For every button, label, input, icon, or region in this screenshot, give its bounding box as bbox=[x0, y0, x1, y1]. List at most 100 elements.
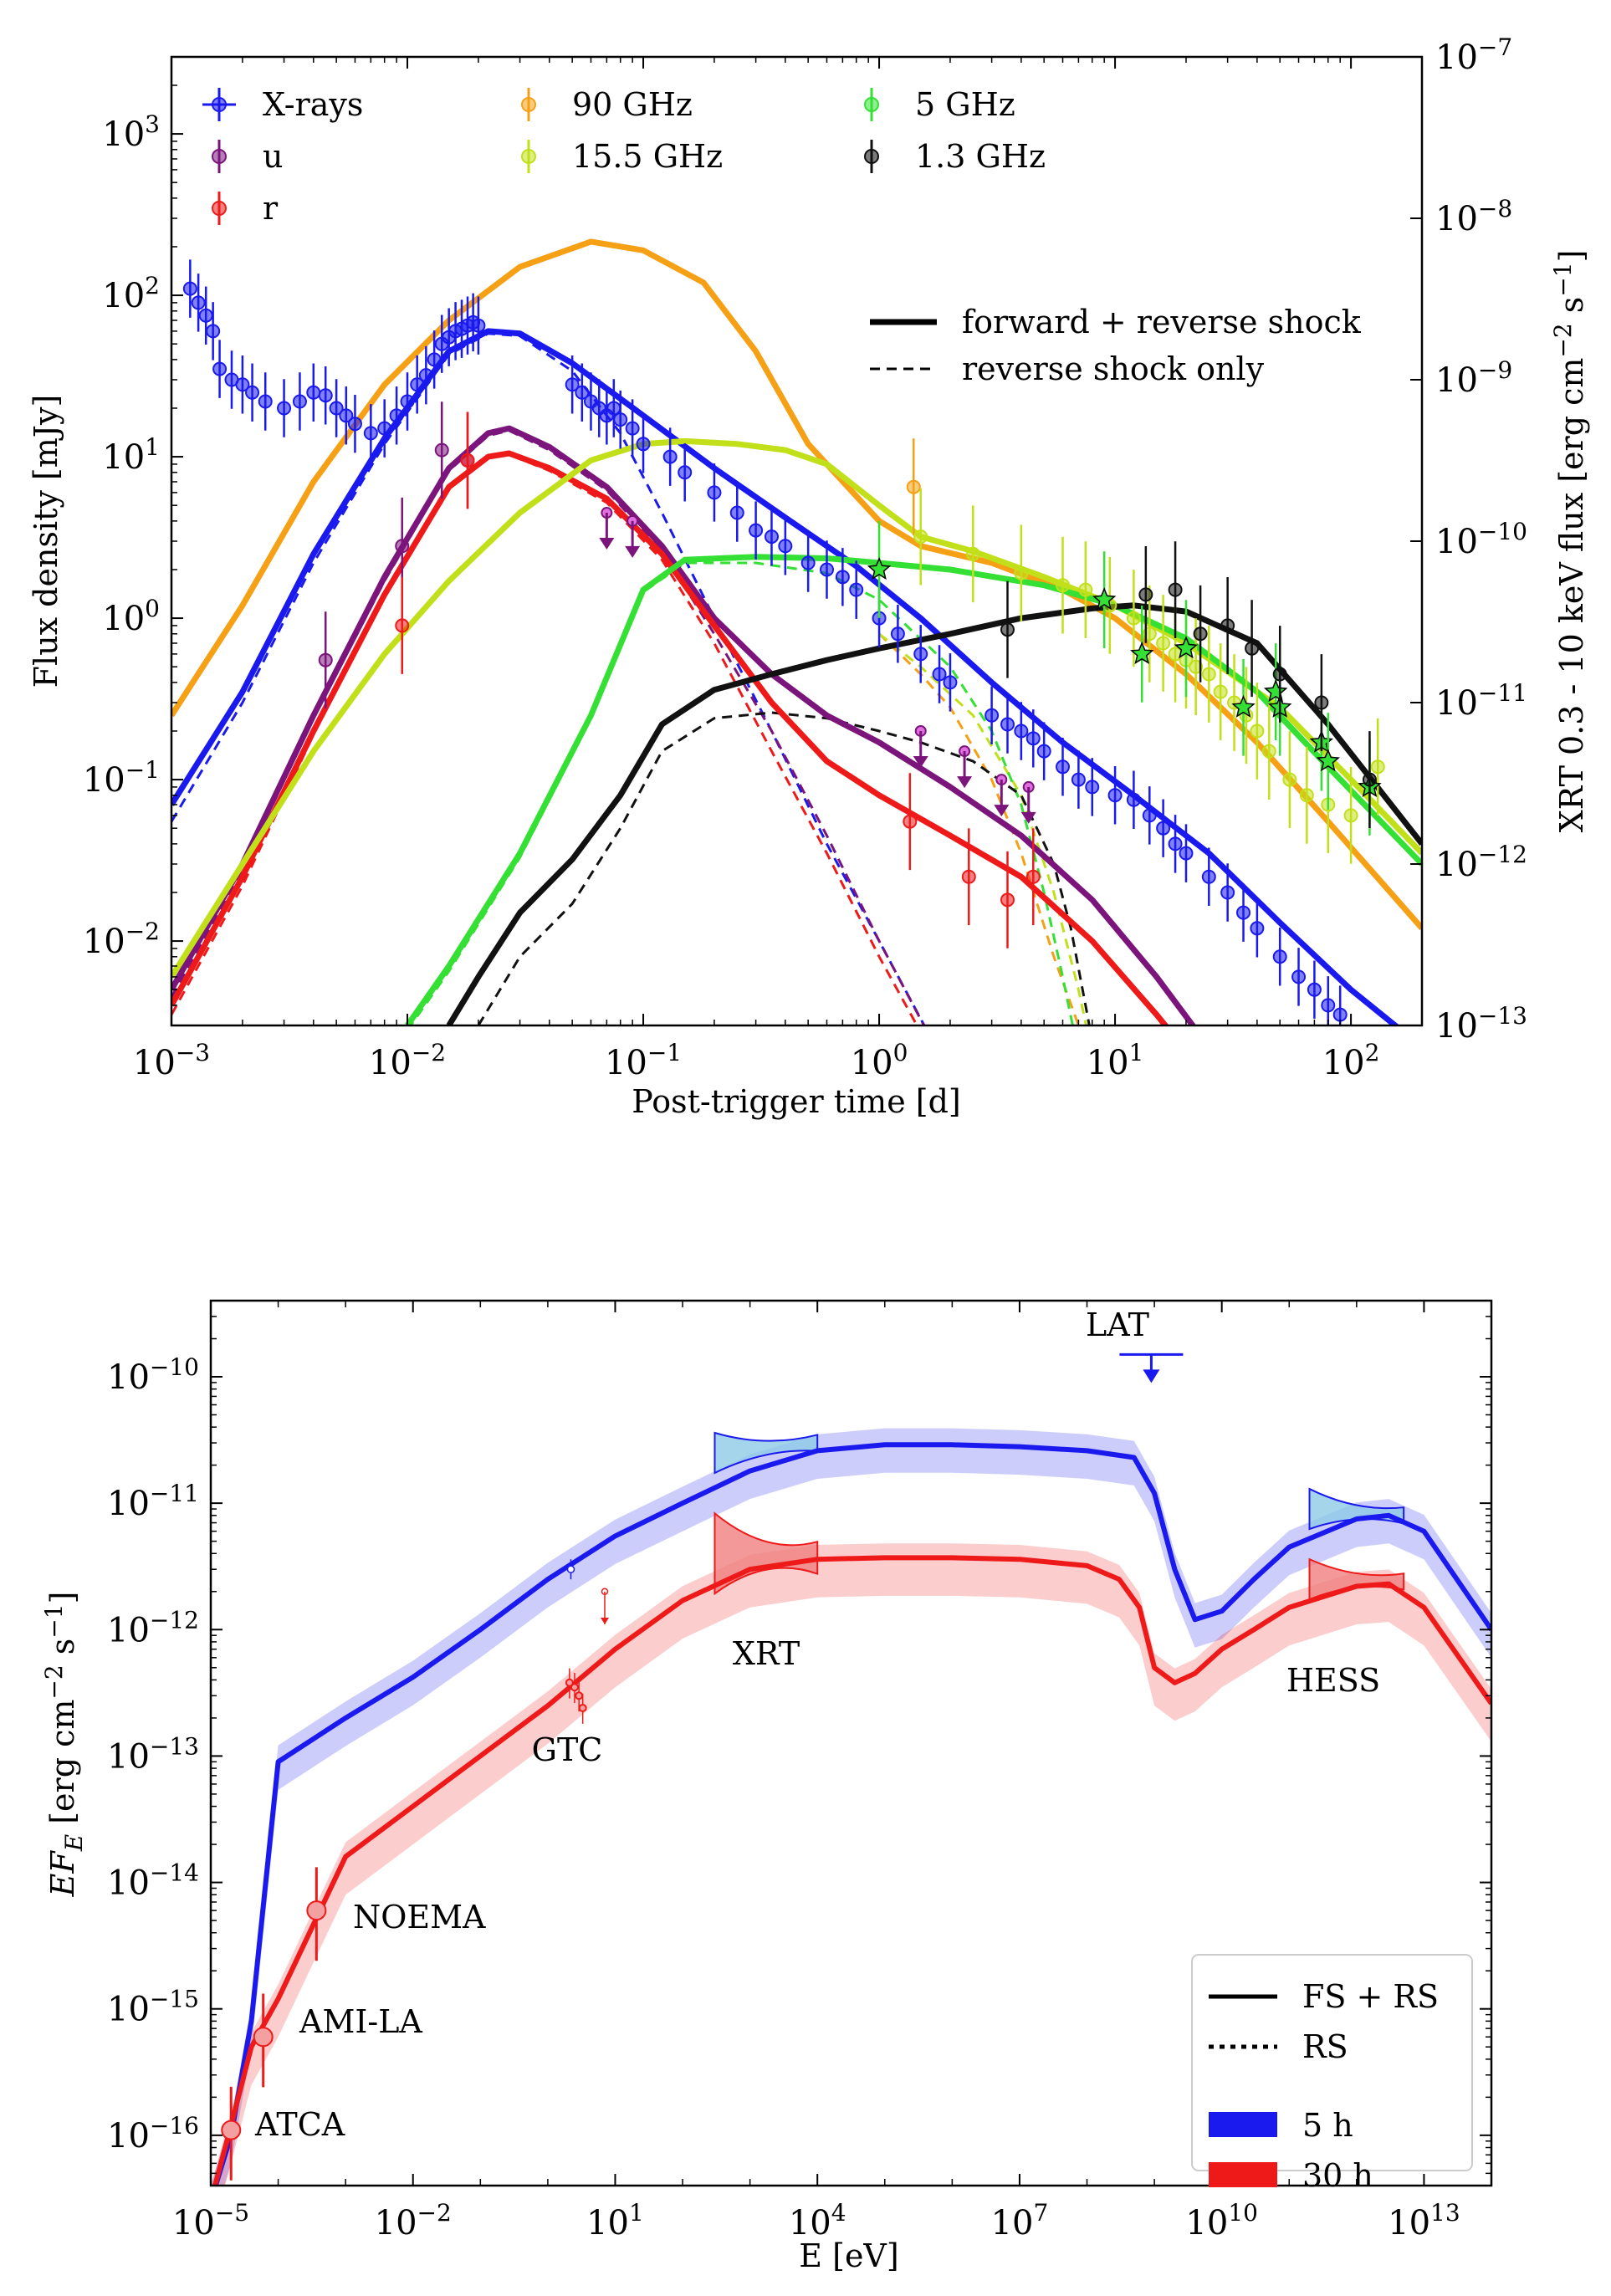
x-tick-label-base: 10 bbox=[369, 1044, 412, 1082]
y-tick-label: 10−2 bbox=[83, 918, 160, 961]
data-point-15.5 GHz bbox=[1126, 611, 1141, 626]
sed-y-tick-label-exp: −12 bbox=[150, 1606, 199, 1634]
data-point-X-rays bbox=[1201, 869, 1216, 884]
light-curve-y-axis-title: Flux density [mJy] bbox=[28, 395, 64, 688]
legend-marker bbox=[212, 97, 227, 112]
data-point-r bbox=[1025, 869, 1041, 884]
sed-legend-label: FS + RS bbox=[1302, 1978, 1439, 2015]
sed-y-axis-title: EFE [erg cm−2 s−1] bbox=[40, 1592, 88, 1898]
data-point-X-rays bbox=[1071, 772, 1086, 787]
rs-line-90 GHz bbox=[878, 632, 1080, 1025]
sed-y-title-part-3: s bbox=[44, 1639, 81, 1665]
x-tick-label-base: 10 bbox=[1322, 1044, 1365, 1082]
sed-y-tick-label-exp: −16 bbox=[150, 2112, 199, 2140]
y2-tick-label: 10−7 bbox=[1435, 33, 1512, 77]
data-point-X-rays bbox=[389, 408, 404, 423]
model-line-u bbox=[171, 425, 1197, 1025]
data-point-X-rays bbox=[339, 408, 354, 423]
data-point-1.3 GHz bbox=[1000, 622, 1015, 637]
y2-tick-label-base: 10 bbox=[1435, 523, 1478, 561]
y2-tick-label-exp: −10 bbox=[1478, 518, 1527, 545]
upper-limit-arrow-u bbox=[957, 776, 973, 789]
y2-tick-label-base: 10 bbox=[1435, 38, 1478, 77]
legend-label: r bbox=[263, 190, 279, 227]
sed-model-line-30 h bbox=[212, 1555, 1491, 2186]
sed-data-point-GTC bbox=[570, 1683, 579, 1692]
y-tick-label-base: 10 bbox=[102, 600, 145, 638]
data-point-15.5 GHz bbox=[1299, 788, 1314, 803]
sed-data-point-AMI-LA bbox=[253, 2027, 274, 2048]
data-point-X-rays bbox=[800, 555, 816, 570]
upper-limit-arrow-u bbox=[994, 805, 1010, 817]
y-tick-label-base: 10 bbox=[83, 761, 125, 800]
gtc-blue-point bbox=[566, 1565, 575, 1573]
data-point-X-rays bbox=[890, 626, 905, 642]
data-point-X-rays bbox=[1332, 1007, 1348, 1022]
data-point-X-rays bbox=[1220, 885, 1235, 900]
data-point-X-rays bbox=[318, 388, 333, 403]
data-point-X-rays bbox=[1168, 836, 1183, 851]
data-point-1.3 GHz bbox=[1168, 582, 1183, 597]
data-point-X-rays bbox=[245, 385, 260, 400]
legend-marker bbox=[212, 201, 227, 216]
sed-y-tick-label-base: 10 bbox=[107, 1864, 150, 1903]
sed-x-tick-label: 104 bbox=[789, 2199, 846, 2242]
sed-data-point-GTC bbox=[565, 1678, 574, 1687]
data-point-X-rays bbox=[258, 394, 273, 409]
y-tick-label: 100 bbox=[102, 595, 160, 638]
legend-label: u bbox=[263, 138, 283, 175]
data-point-15.5 GHz bbox=[1189, 659, 1204, 674]
data-point-X-rays bbox=[1272, 949, 1287, 964]
data-point-X-rays bbox=[625, 421, 640, 436]
data-point-X-rays bbox=[749, 523, 764, 538]
sed-axes: 10−5 10−2 101 104 107 1010 101310−1610−1510−14… bbox=[107, 1300, 1491, 2242]
data-point-1.3 GHz bbox=[1193, 626, 1208, 642]
annotation-GTC: GTC bbox=[532, 1731, 603, 1768]
data-point-X-rays bbox=[1250, 921, 1265, 936]
x-tick-label-base: 10 bbox=[851, 1044, 893, 1082]
sed-x-tick-label: 10−5 bbox=[172, 2199, 249, 2242]
sed-legend-label: 5 h bbox=[1302, 2107, 1353, 2144]
data-point-X-rays bbox=[1126, 792, 1141, 807]
y2-tick-label-exp: −11 bbox=[1478, 679, 1527, 707]
data-point-r bbox=[1000, 892, 1015, 908]
sed-plot-area bbox=[211, 1353, 1491, 2186]
sed-y-title-exp-2: −1 bbox=[40, 1603, 68, 1638]
sed-y-tick-label-exp: −13 bbox=[150, 1732, 199, 1760]
sed-y-tick-label: 10−12 bbox=[107, 1606, 199, 1649]
data-point-X-rays bbox=[764, 529, 779, 545]
light-curve-panel: 10−3 10−2 10−1 100 101 10210−210−110010110210… bbox=[28, 33, 1590, 1120]
upper-limit-arrow-u bbox=[913, 755, 928, 768]
y-tick-label-exp: 0 bbox=[145, 595, 160, 622]
y-tick-label-base: 10 bbox=[102, 438, 145, 477]
sed-x-tick-label: 10−2 bbox=[375, 2199, 452, 2242]
sed-x-tick-label-exp: 4 bbox=[831, 2199, 846, 2227]
sed-y-tick-label-base: 10 bbox=[107, 1737, 150, 1776]
data-point-1.3 GHz bbox=[1272, 667, 1287, 682]
data-point-X-rays bbox=[1307, 982, 1322, 997]
sed-legend-patch bbox=[1209, 2162, 1277, 2187]
data-point-X-rays bbox=[1014, 724, 1029, 739]
data-point-r bbox=[961, 869, 976, 884]
x-tick-label-base: 10 bbox=[605, 1044, 647, 1082]
data-point-15.5 GHz bbox=[1078, 582, 1093, 597]
data-point-X-rays bbox=[1179, 846, 1194, 861]
legend-marker bbox=[864, 149, 879, 164]
x-tick-label-exp: −2 bbox=[412, 1039, 446, 1066]
x-tick-label: 100 bbox=[851, 1039, 908, 1082]
data-point-X-rays bbox=[819, 562, 834, 577]
sed-y-title-part-4: ] bbox=[44, 1592, 81, 1604]
data-point-15.5 GHz bbox=[1056, 578, 1071, 593]
annotation-AMI-LA: AMI-LA bbox=[299, 2003, 422, 2040]
sed-x-tick-label-exp: 10 bbox=[1228, 2199, 1258, 2227]
data-point-X-rays bbox=[1142, 808, 1157, 823]
y2-tick-label: 10−9 bbox=[1435, 356, 1512, 400]
y-tick-label: 102 bbox=[102, 272, 160, 315]
data-point-X-rays bbox=[1321, 998, 1336, 1013]
data-point-X-rays bbox=[306, 385, 321, 400]
data-point-1.3 GHz bbox=[1362, 772, 1377, 787]
data-point-X-rays bbox=[400, 394, 415, 409]
sed-legend: FS + RS RS 5 h 30 h bbox=[1191, 1954, 1473, 2194]
sed-panel: 10−5 10−2 101 104 107 1010 101310−1610−1510−14… bbox=[40, 1299, 1493, 2274]
data-point-5 GHz bbox=[1092, 587, 1117, 611]
